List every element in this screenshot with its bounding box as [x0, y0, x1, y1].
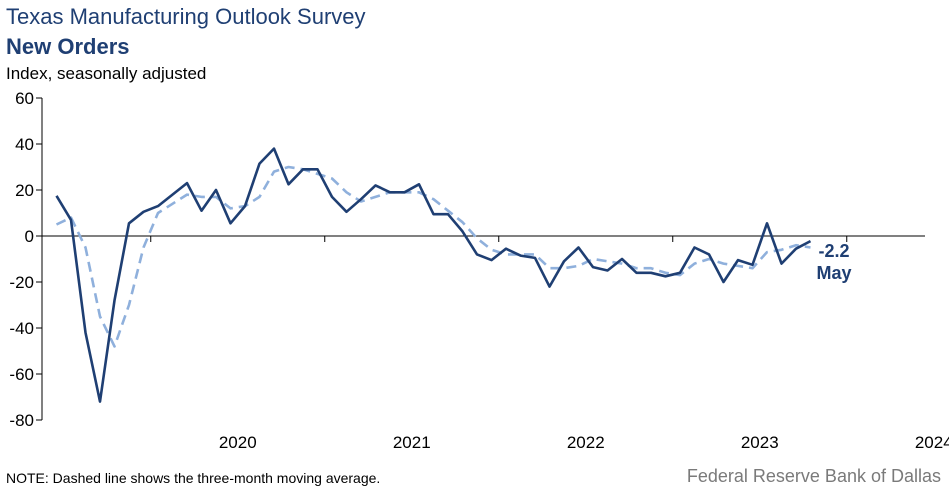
y-tick-label: 60 — [15, 89, 34, 108]
x-tick-label: 2024 — [915, 433, 949, 452]
source-credit: Federal Reserve Bank of Dallas — [686, 466, 941, 486]
latest-value-label: -2.2 — [818, 241, 849, 261]
y-tick-label: 20 — [15, 181, 34, 200]
latest-month-label: May — [816, 263, 851, 283]
new-orders-line — [55, 147, 812, 403]
y-tick-label: 40 — [15, 135, 34, 154]
x-tick-label: 2021 — [393, 433, 431, 452]
x-tick-label: 2020 — [219, 433, 257, 452]
y-tick-label: -60 — [9, 365, 34, 384]
x-tick-label: 2022 — [567, 433, 605, 452]
moving-average-line — [55, 165, 811, 348]
y-tick-label: -80 — [9, 411, 34, 430]
y-tick-label: -40 — [9, 319, 34, 338]
y-tick-label: 0 — [25, 227, 34, 246]
footnote: NOTE: Dashed line shows the three-month … — [6, 470, 381, 486]
chart-subtitle: New Orders — [6, 34, 130, 59]
y-axis-label: Index, seasonally adjusted — [6, 64, 207, 83]
chart-title: Texas Manufacturing Outlook Survey — [6, 4, 366, 29]
x-tick-label: 2023 — [741, 433, 779, 452]
y-tick-label: -20 — [9, 273, 34, 292]
